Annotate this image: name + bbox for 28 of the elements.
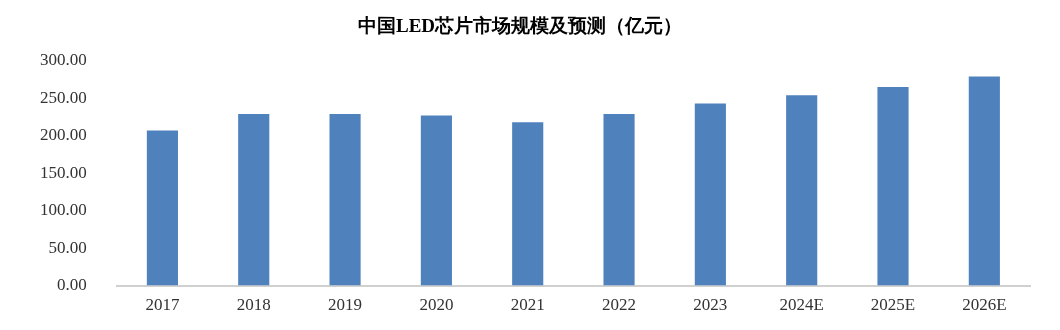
y-tick-label: 0.00 [57, 275, 87, 295]
x-tick-label: 2025E [870, 295, 916, 315]
bar [146, 130, 178, 286]
x-tick-label: 2020 [419, 295, 454, 315]
x-tick-label: 2017 [145, 295, 180, 315]
y-tick-label: 150.00 [40, 162, 87, 182]
x-tick-label: 2021 [510, 295, 545, 315]
x-tick-label: 2023 [693, 295, 728, 315]
bar [968, 76, 1000, 286]
bar [512, 122, 544, 286]
y-tick-label: 300.00 [40, 50, 87, 70]
bar [238, 114, 270, 286]
bar [603, 114, 635, 286]
x-tick-label: 2026E [962, 295, 1007, 315]
x-tick-label: 2024E [779, 295, 824, 315]
bar [694, 103, 726, 286]
chart-title: 中国LED芯片市场规模及预测（亿元） [357, 15, 683, 37]
y-tick-label: 50.00 [48, 237, 87, 257]
y-tick-label: 200.00 [40, 125, 87, 145]
y-tick-label: 250.00 [40, 87, 87, 107]
bar [329, 114, 361, 286]
bar [786, 95, 818, 286]
y-tick-label: 100.00 [40, 200, 87, 220]
x-tick-label: 2019 [328, 295, 363, 315]
x-tick-label: 2018 [236, 295, 271, 315]
bar [420, 115, 452, 286]
bar [877, 87, 909, 286]
x-tick-label: 2022 [602, 295, 637, 315]
